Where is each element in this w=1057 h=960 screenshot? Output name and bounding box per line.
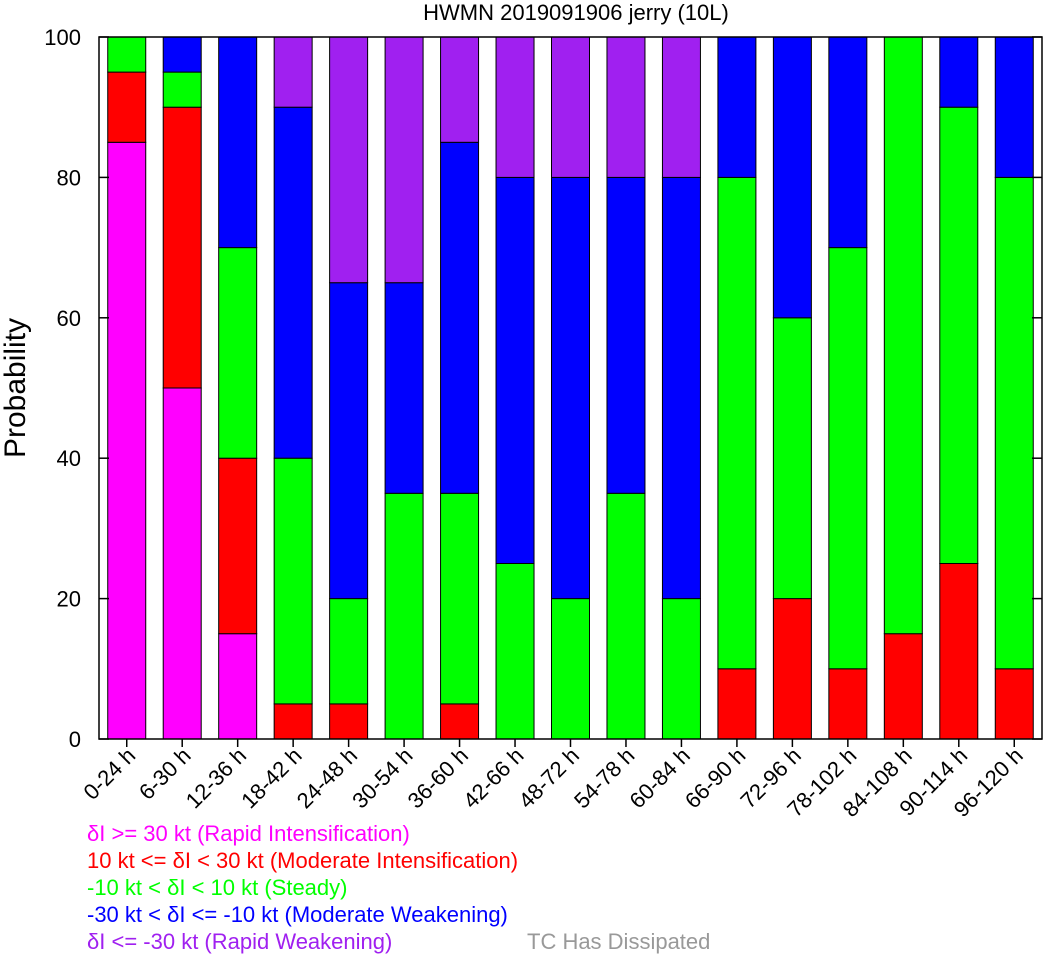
bar-segment-11-1 (717, 668, 757, 740)
bar-segment-1-3 (162, 36, 202, 73)
bar-segment-4-3 (329, 282, 369, 600)
bar-segment-16-2 (994, 176, 1034, 670)
y-tick-label-3: 60 (57, 306, 81, 331)
legend-rapid-intensification-label: δI >= 30 kt (Rapid Intensification) (87, 821, 410, 846)
bar-segment-4-2 (329, 598, 369, 705)
bar-segment-0-0 (107, 141, 147, 740)
bar-segment-3-1 (273, 703, 313, 740)
x-tick-label-8: 48-72 h (514, 743, 584, 813)
y-tick-label-5: 100 (44, 25, 81, 50)
bar-segment-6-2 (440, 492, 480, 705)
bar-segment-4-4 (329, 36, 369, 284)
bar-segment-9-2 (606, 492, 646, 740)
x-tick-label-2: 12-36 h (181, 743, 251, 813)
bar-segment-0-1 (107, 71, 147, 143)
bar-segment-1-1 (162, 106, 202, 389)
bar-segment-15-3 (939, 36, 979, 108)
bar-segment-6-4 (440, 36, 480, 143)
bar-segment-11-3 (717, 36, 757, 178)
bar-segment-1-2 (162, 71, 202, 108)
bar-segment-10-3 (661, 176, 701, 600)
bar-segment-16-1 (994, 668, 1034, 740)
legend-moderate-intensification-label: 10 kt <= δI < 30 kt (Moderate Intensific… (87, 848, 519, 873)
bar-segment-2-1 (218, 457, 258, 635)
bar-segment-12-2 (772, 317, 812, 600)
bar-segment-5-4 (384, 36, 424, 284)
y-tick-label-0: 0 (69, 727, 81, 752)
x-tick-label-4: 24-48 h (292, 743, 362, 813)
bar-segment-15-1 (939, 563, 979, 740)
bar-segment-4-1 (329, 703, 369, 740)
bar-segment-15-2 (939, 106, 979, 564)
bar-segment-3-2 (273, 457, 313, 705)
bar-segment-7-2 (495, 563, 535, 740)
x-tick-label-9: 54-78 h (569, 743, 639, 813)
bar-segment-14-2 (883, 36, 923, 635)
y-tick-label-2: 40 (57, 446, 81, 471)
x-tick-label-6: 36-60 h (403, 743, 473, 813)
x-tick-label-5: 30-54 h (347, 743, 417, 813)
bar-segment-6-3 (440, 141, 480, 494)
bar-segment-8-2 (551, 598, 590, 740)
bar-segment-5-2 (384, 492, 424, 740)
bar-segment-5-3 (384, 282, 424, 494)
bar-segment-3-4 (273, 36, 313, 108)
legend-rapid-weakening-label: δI <= -30 kt (Rapid Weakening) (87, 929, 393, 954)
legend-moderate-weakening: -30 kt < δI <= -10 kt (Moderate Weakenin… (87, 902, 508, 928)
bar-segment-8-4 (551, 36, 590, 178)
bar-segment-12-1 (772, 598, 812, 740)
bar-segment-6-1 (440, 703, 480, 740)
x-tick-label-11: 66-90 h (680, 743, 750, 813)
bar-segment-0-2 (107, 36, 147, 73)
chart-title: HWMN 2019091906 jerry (10L) (423, 0, 729, 25)
legend-moderate-weakening-label: -30 kt < δI <= -10 kt (Moderate Weakenin… (87, 902, 508, 927)
bar-segment-11-2 (717, 176, 757, 670)
bar-segment-10-2 (661, 598, 701, 740)
bar-segment-2-0 (218, 633, 258, 740)
y-tick-label-4: 80 (57, 165, 81, 190)
x-tick-label-3: 18-42 h (236, 743, 306, 813)
bar-segment-3-3 (273, 106, 313, 459)
bar-segment-7-3 (495, 176, 535, 564)
bar-segment-8-3 (551, 176, 590, 600)
bar-segment-14-1 (883, 633, 923, 740)
bar-segment-9-4 (606, 36, 646, 178)
legend-steady-label: -10 kt < δI < 10 kt (Steady) (87, 875, 348, 900)
legend-dissipated-label: TC Has Dissipated (527, 929, 711, 954)
bar-segment-2-3 (218, 36, 258, 249)
legend-rapid-weakening: δI <= -30 kt (Rapid Weakening) (87, 929, 392, 955)
y-axis-label: Probability (0, 318, 32, 458)
bar-segment-13-3 (828, 36, 868, 249)
legend-moderate-intensification: 10 kt <= δI < 30 kt (Moderate Intensific… (87, 848, 518, 874)
y-tick-label-1: 20 (57, 587, 81, 612)
x-tick-label-10: 60-84 h (625, 743, 695, 813)
bars-layer (107, 36, 1034, 740)
bar-segment-1-0 (162, 387, 202, 740)
x-tick-label-0: 0-24 h (78, 743, 140, 805)
bar-segment-9-3 (606, 176, 646, 494)
bar-segment-16-3 (994, 36, 1034, 178)
bar-segment-2-2 (218, 247, 258, 459)
legend-steady: -10 kt < δI < 10 kt (Steady) (87, 875, 347, 901)
x-tick-label-7: 42-66 h (458, 743, 528, 813)
bar-segment-7-4 (495, 36, 535, 178)
bar-segment-13-2 (828, 247, 868, 670)
legend-dissipated: TC Has Dissipated (527, 929, 710, 955)
bar-segment-13-1 (828, 668, 868, 740)
bar-segment-12-3 (772, 36, 812, 319)
legend-rapid-intensification: δI >= 30 kt (Rapid Intensification) (87, 821, 410, 847)
bar-segment-10-4 (661, 36, 701, 178)
